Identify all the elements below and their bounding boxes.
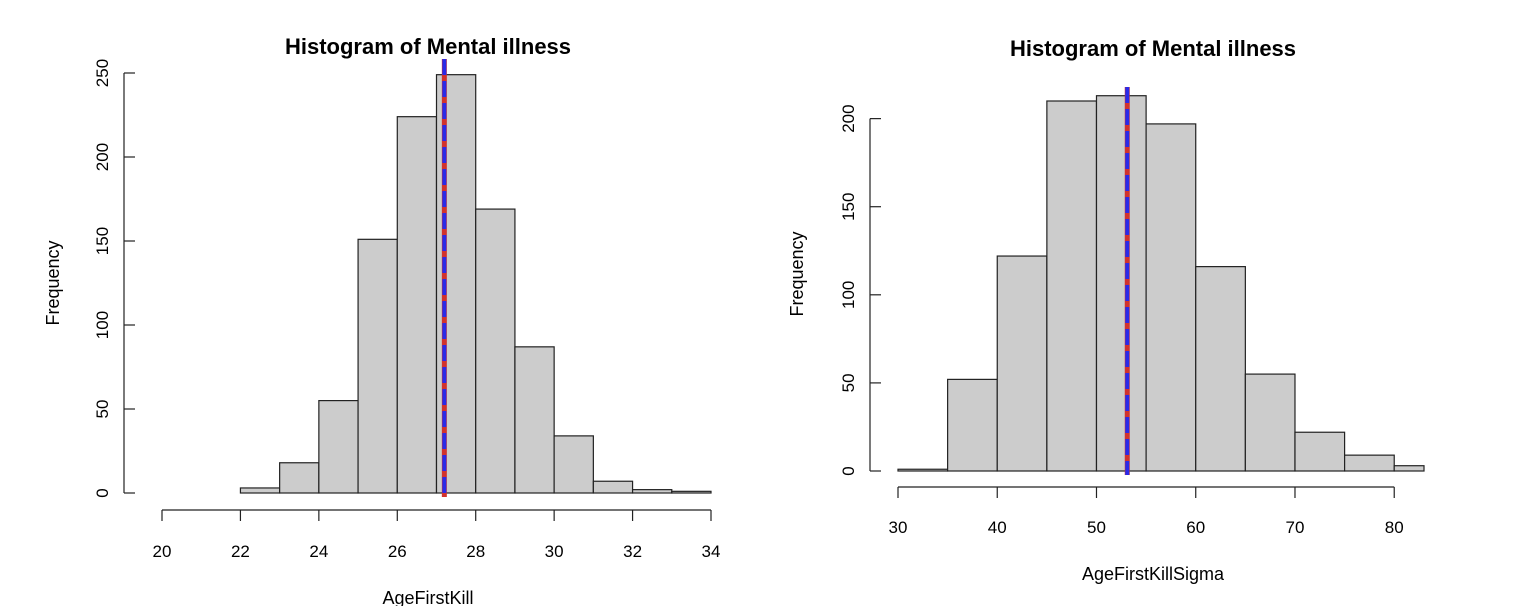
histogram-bar: [1145, 123, 1197, 472]
histogram-bar: [318, 400, 359, 494]
x-tick-label: 20: [153, 542, 172, 561]
y-tick-label: 100: [93, 311, 112, 339]
histogram-bar: [592, 480, 634, 494]
histogram-bar: [1344, 454, 1395, 472]
y-tick-label: 250: [93, 59, 112, 87]
plot-area: 20 22 24 26 28 30 32 34 0 50 100 150 200 250: [93, 59, 720, 561]
histogram-bar: [897, 468, 949, 472]
y-tick-label: 200: [93, 143, 112, 171]
histogram-bar: [1195, 266, 1246, 472]
chart-title: Histogram of Mental illness: [285, 34, 571, 59]
histogram-panel-age-first-kill: Histogram of Mental illness Frequency Ag…: [43, 34, 720, 606]
x-tick-label: 30: [545, 542, 564, 561]
x-tick-label: 70: [1286, 518, 1305, 537]
chart-title: Histogram of Mental illness: [1010, 36, 1296, 61]
x-tick-label: 26: [388, 542, 407, 561]
y-tick-label: 150: [93, 227, 112, 255]
x-tick-label: 28: [466, 542, 485, 561]
histogram-bar: [396, 116, 438, 494]
x-tick-label: 32: [623, 542, 642, 561]
x-tick-label: 22: [231, 542, 250, 561]
histogram-bar: [239, 487, 281, 494]
y-tick-label: 0: [839, 466, 858, 475]
x-tick-label: 30: [889, 518, 908, 537]
histogram-bar: [279, 462, 320, 494]
histogram-bar: [631, 489, 673, 494]
histogram-bar: [671, 490, 712, 494]
x-tick-label: 40: [988, 518, 1007, 537]
histogram-bar: [514, 346, 555, 494]
y-axis-label: Frequency: [787, 231, 807, 316]
x-tick-label: 50: [1087, 518, 1106, 537]
x-axis-label: AgeFirstKillSigma: [1082, 564, 1225, 584]
histogram-bar: [1393, 465, 1425, 472]
x-tick-label: 24: [309, 542, 328, 561]
y-tick-label: 150: [839, 193, 858, 221]
y-tick-label: 50: [839, 373, 858, 392]
x-axis-label: AgeFirstKill: [382, 588, 473, 606]
histogram-bar: [996, 255, 1048, 472]
histogram-bar: [553, 435, 594, 494]
histogram-bar: [1046, 100, 1098, 472]
histogram-bar: [475, 208, 516, 494]
histogram-panel-age-first-kill-sigma: Histogram of Mental illness Frequency Ag…: [787, 36, 1425, 584]
histogram-bar: [1294, 431, 1346, 472]
y-tick-label: 0: [93, 488, 112, 497]
y-tick-label: 100: [839, 281, 858, 309]
histogram-bar: [1244, 373, 1296, 472]
histogram-bar: [357, 238, 398, 494]
histogram-bar: [1095, 95, 1147, 472]
plot-area: 30 40 50 60 70 80 0 50 100 150 200: [839, 87, 1425, 537]
histogram-bar: [947, 378, 998, 472]
x-tick-label: 34: [702, 542, 721, 561]
y-tick-label: 50: [93, 400, 112, 419]
y-tick-label: 200: [839, 104, 858, 132]
y-axis-label: Frequency: [43, 240, 63, 325]
x-tick-label: 60: [1186, 518, 1205, 537]
x-tick-label: 80: [1385, 518, 1404, 537]
